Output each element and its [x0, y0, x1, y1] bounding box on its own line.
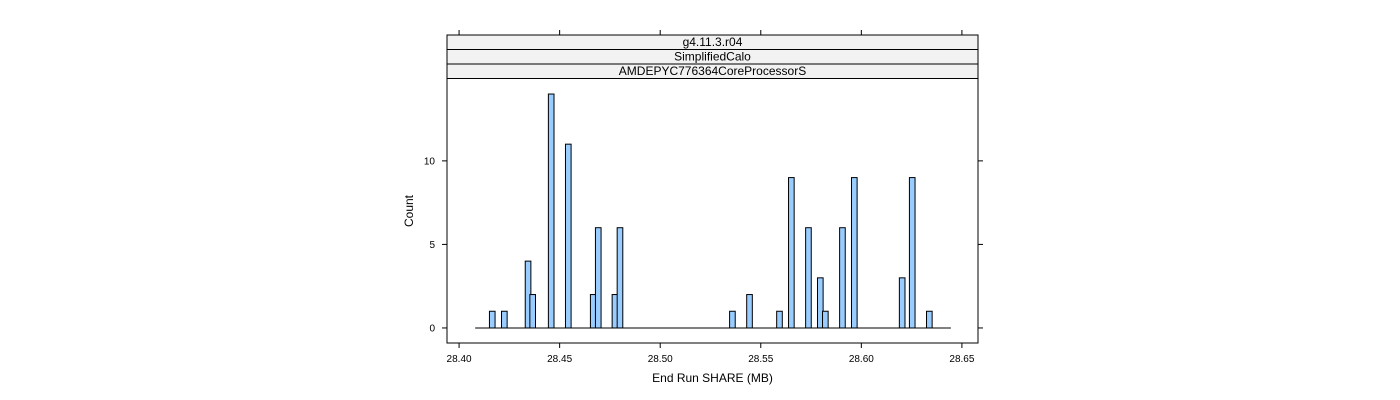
y-tick-label-1: 5 — [429, 240, 435, 251]
strip-1-label: SimplifiedCalo — [674, 50, 751, 64]
x-tick-label-5: 28.65 — [949, 354, 974, 365]
histogram-bar-0 — [488, 310, 496, 329]
x-tick-label-4: 28.60 — [849, 354, 874, 365]
y-tick-label-2: 10 — [424, 156, 436, 167]
histogram-bar-4 — [547, 93, 555, 329]
histogram-bar-13 — [788, 177, 795, 329]
x-tick-label-0: 28.40 — [447, 354, 472, 365]
x-axis-label: End Run SHARE (MB) — [652, 371, 773, 385]
y-tick-label-0: 0 — [429, 323, 435, 334]
histogram-bar-14 — [805, 227, 812, 329]
histogram-bar-12 — [776, 310, 783, 329]
histogram-bar-18 — [850, 177, 858, 329]
histogram-bar-7 — [594, 227, 602, 329]
x-tick-label-2: 28.50 — [648, 354, 673, 365]
histogram-bars — [488, 93, 933, 329]
histogram-bar-1 — [501, 310, 508, 329]
histogram-bar-3 — [529, 294, 536, 329]
strip-2-label: AMDEPYC776364CoreProcessorS — [619, 64, 806, 78]
strip-0-label: g4.11.3.r04 — [683, 35, 743, 49]
histogram-bar-9 — [616, 227, 624, 329]
histogram-bar-21 — [926, 310, 933, 329]
plot-panel — [446, 34, 979, 344]
histogram-bar-16 — [822, 310, 829, 329]
histogram-bar-5 — [564, 143, 572, 329]
histogram-bar-19 — [898, 277, 906, 329]
histogram-bar-11 — [746, 294, 753, 329]
y-axis-label: Count — [402, 194, 416, 227]
strip-headers: g4.11.3.r04SimplifiedCaloAMDEPYC776364Co… — [446, 34, 979, 79]
axis-ticks: 28.40 28.45 28.50 28.55 28.60 28.65 0 5 10 — [424, 30, 983, 365]
x-tick-label-1: 28.45 — [547, 354, 572, 365]
histogram-bar-17 — [839, 227, 846, 329]
histogram-bar-15 — [816, 277, 824, 329]
histogram-bar-10 — [729, 310, 736, 329]
x-tick-label-3: 28.55 — [748, 354, 773, 365]
histogram-bar-20 — [908, 177, 916, 329]
